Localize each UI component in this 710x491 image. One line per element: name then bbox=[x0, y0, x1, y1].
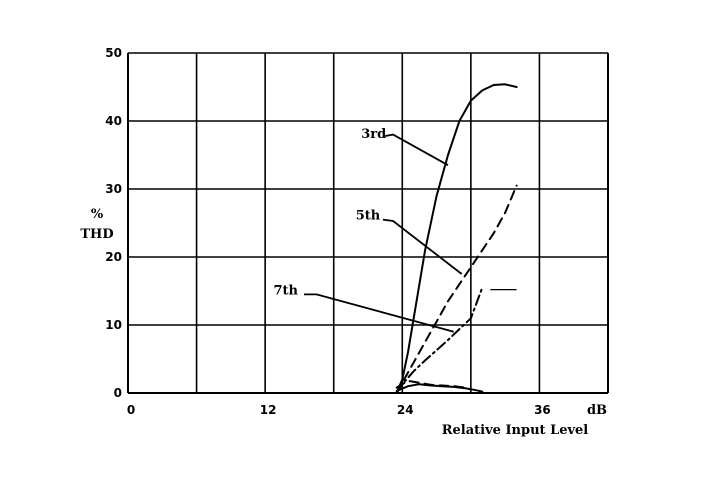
y-axis-label-line2: THD bbox=[80, 227, 113, 242]
x-tick-label: 24 bbox=[397, 403, 414, 417]
x-tick-label: 12 bbox=[260, 403, 277, 417]
annotation-label-5th: 5th bbox=[356, 209, 381, 224]
x-axis-label: Relative Input Level bbox=[442, 423, 589, 438]
y-tick-labels: 0 10 20 30 40 50 bbox=[105, 46, 122, 400]
data-series bbox=[395, 83, 518, 394]
series-line-4 bbox=[395, 379, 472, 391]
series-5th-line bbox=[395, 184, 518, 394]
chart-grid bbox=[127, 52, 609, 394]
annotation-label-3rd: 3rd bbox=[361, 127, 386, 142]
y-tick-label: 10 bbox=[105, 318, 122, 332]
x-tick-labels: 0 12 24 36 bbox=[127, 403, 551, 417]
y-axis-label-line1: % bbox=[91, 207, 104, 222]
series-7th-line bbox=[395, 286, 484, 394]
y-tick-label: 20 bbox=[105, 250, 122, 264]
annotation-label-7th: 7th bbox=[273, 283, 298, 298]
y-tick-label: 40 bbox=[105, 114, 122, 128]
annotation-leader-5th bbox=[382, 218, 463, 275]
y-tick-label: 30 bbox=[105, 182, 122, 196]
x-tick-label: 36 bbox=[534, 403, 551, 417]
x-tick-label: 0 bbox=[127, 403, 135, 417]
x-axis-unit: dB bbox=[587, 403, 607, 418]
y-tick-label: 0 bbox=[114, 386, 122, 400]
annotations: 3rd 5th 7th bbox=[273, 127, 517, 333]
annotation-leader-3rd bbox=[384, 133, 449, 166]
y-tick-label: 50 bbox=[105, 46, 122, 60]
series-3rd-line bbox=[395, 83, 518, 394]
annotation-leader-7th bbox=[304, 293, 454, 333]
